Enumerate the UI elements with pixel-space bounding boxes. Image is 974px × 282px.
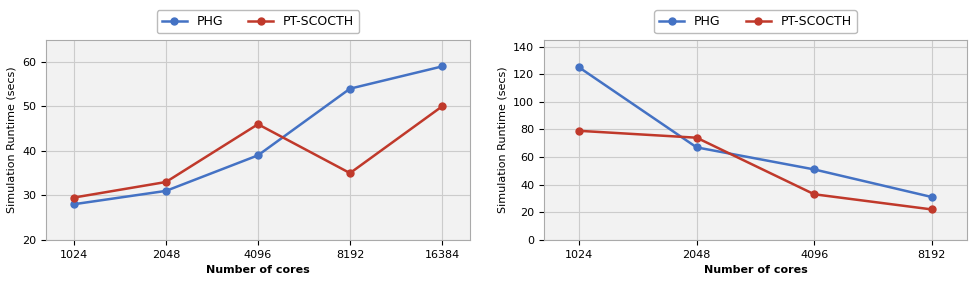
PT-SCOCTH bbox=[160, 180, 171, 184]
PHG bbox=[574, 66, 585, 69]
PT-SCOCTH bbox=[926, 208, 938, 211]
Line: PT-SCOCTH: PT-SCOCTH bbox=[576, 127, 935, 213]
Line: PHG: PHG bbox=[576, 64, 935, 201]
PHG bbox=[691, 146, 702, 149]
PHG bbox=[344, 87, 356, 90]
PHG bbox=[436, 65, 448, 68]
Y-axis label: Simulation Runtime (secs): Simulation Runtime (secs) bbox=[7, 67, 17, 213]
Legend: PHG, PT-SCOCTH: PHG, PT-SCOCTH bbox=[157, 10, 359, 33]
PT-SCOCTH bbox=[68, 196, 80, 199]
PHG bbox=[160, 189, 171, 193]
PT-SCOCTH bbox=[808, 193, 820, 196]
PT-SCOCTH bbox=[344, 171, 356, 175]
PT-SCOCTH bbox=[252, 123, 264, 126]
X-axis label: Number of cores: Number of cores bbox=[206, 265, 310, 275]
Line: PHG: PHG bbox=[70, 63, 445, 208]
PHG bbox=[926, 195, 938, 199]
Line: PT-SCOCTH: PT-SCOCTH bbox=[70, 103, 445, 201]
PT-SCOCTH bbox=[691, 136, 702, 139]
Y-axis label: Simulation Runtime (secs): Simulation Runtime (secs) bbox=[498, 67, 507, 213]
PT-SCOCTH bbox=[574, 129, 585, 133]
X-axis label: Number of cores: Number of cores bbox=[703, 265, 807, 275]
Legend: PHG, PT-SCOCTH: PHG, PT-SCOCTH bbox=[655, 10, 857, 33]
PT-SCOCTH bbox=[436, 105, 448, 108]
PHG bbox=[68, 202, 80, 206]
PHG bbox=[808, 168, 820, 171]
PHG bbox=[252, 154, 264, 157]
